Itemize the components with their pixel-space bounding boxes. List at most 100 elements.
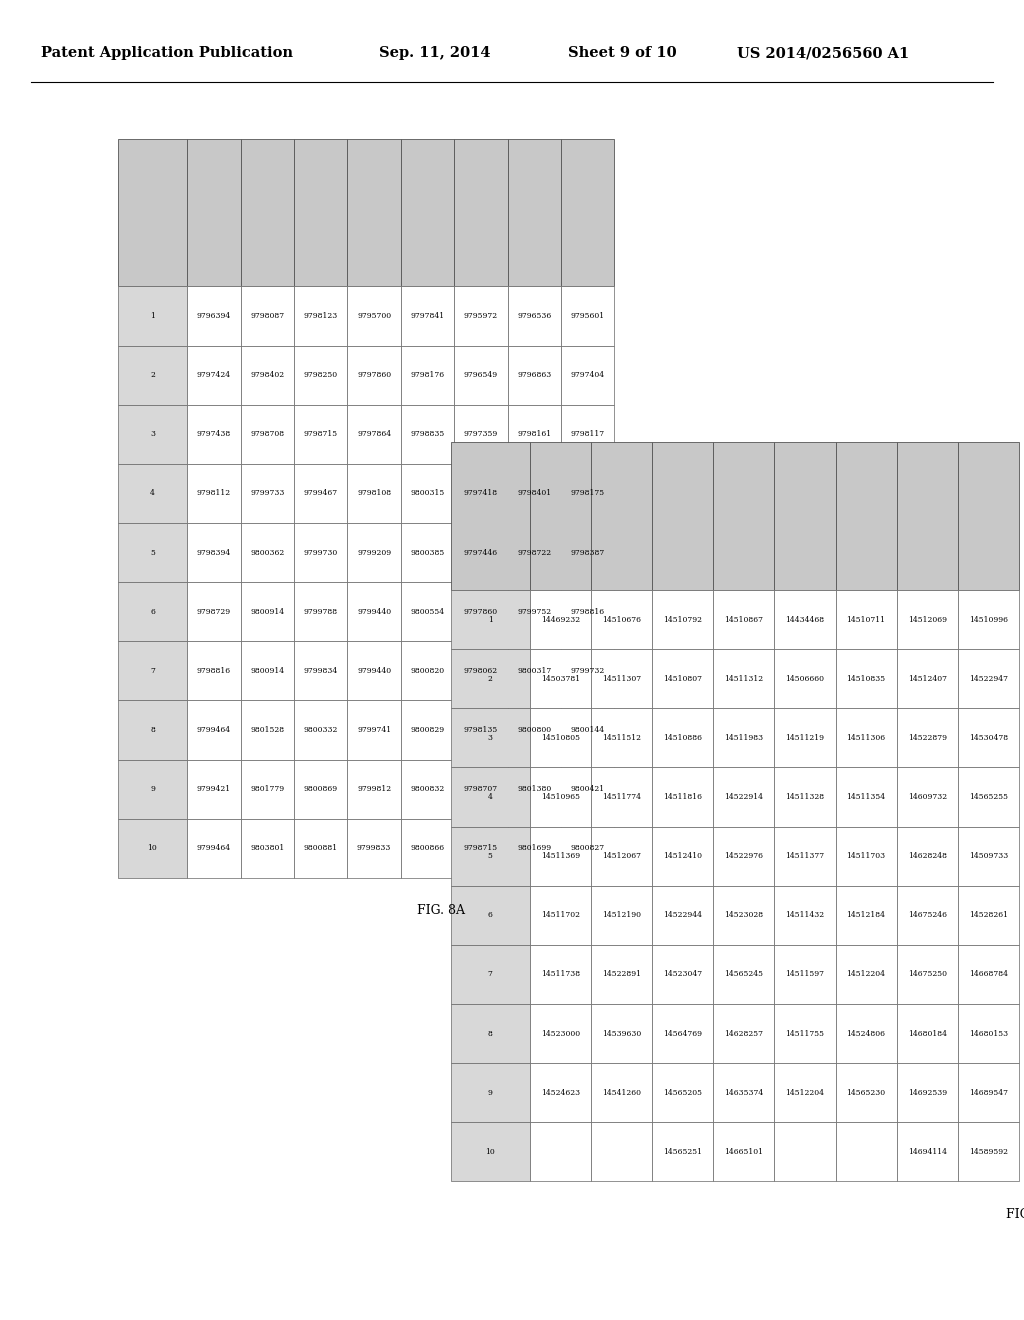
Text: 9795972: 9795972 [464,312,498,319]
Text: 9797359: 9797359 [464,430,498,438]
Text: 9798729: 9798729 [197,607,231,615]
Text: 9798708: 9798708 [250,430,285,438]
Text: 14511306: 14511306 [847,734,886,742]
Text: 14635374: 14635374 [724,1089,764,1097]
Text: 14510807: 14510807 [664,675,702,682]
Text: 9800554: 9800554 [411,607,444,615]
Text: 14628257: 14628257 [724,1030,763,1038]
Text: 14675246: 14675246 [907,911,947,919]
Text: 14510805: 14510805 [541,734,580,742]
Text: 7: 7 [487,970,493,978]
Text: 14589592: 14589592 [969,1148,1008,1156]
Text: 9799834: 9799834 [303,667,338,675]
Text: 9803801: 9803801 [250,845,285,853]
Text: 14541260: 14541260 [602,1089,641,1097]
Text: Sample
5
Euploid: Sample 5 Euploid [792,502,819,531]
Text: 14565245: 14565245 [724,970,763,978]
Text: 14511369: 14511369 [541,853,581,861]
Text: 1: 1 [487,615,493,623]
Text: 9798250: 9798250 [304,371,338,379]
Text: 9798108: 9798108 [357,490,391,498]
Text: 14511432: 14511432 [785,911,824,919]
Text: 9800315: 9800315 [411,490,444,498]
Text: 9801699: 9801699 [517,845,551,853]
Text: FIG. 8A: FIG. 8A [417,904,465,917]
Text: Sheet 9 of 10: Sheet 9 of 10 [568,46,677,61]
Text: 14565230: 14565230 [847,1089,886,1097]
Text: 9799833: 9799833 [357,845,391,853]
Text: 14522891: 14522891 [602,970,641,978]
Text: 9800332: 9800332 [303,726,338,734]
Text: 9795700: 9795700 [357,312,391,319]
Text: 14680184: 14680184 [907,1030,947,1038]
Text: 14511597: 14511597 [785,970,824,978]
Text: 14665101: 14665101 [724,1148,763,1156]
Text: 9798112: 9798112 [197,490,231,498]
Text: 9798722: 9798722 [517,549,551,557]
Text: Sample
6
Euploid: Sample 6 Euploid [852,502,880,531]
Text: 9800820: 9800820 [411,667,444,675]
Text: 9798062: 9798062 [464,667,498,675]
Text: tag order: tag order [134,238,170,246]
Text: 9796536: 9796536 [517,312,551,319]
Text: 9799467: 9799467 [304,490,338,498]
Text: 9799788: 9799788 [304,607,338,615]
Text: 9798394: 9798394 [197,549,231,557]
Text: 9799440: 9799440 [357,607,391,615]
Text: 9797841: 9797841 [411,312,444,319]
Text: 14565205: 14565205 [664,1089,702,1097]
Text: 2: 2 [151,371,155,379]
Text: 9798715: 9798715 [464,845,498,853]
Text: 9798175: 9798175 [570,490,605,498]
Text: 14510792: 14510792 [664,615,702,623]
Text: 9798161: 9798161 [517,430,551,438]
Text: 9800362: 9800362 [250,549,285,557]
Text: 14522947: 14522947 [969,675,1008,682]
Text: 14539630: 14539630 [602,1030,641,1038]
Text: 14689547: 14689547 [969,1089,1008,1097]
Text: 3: 3 [487,734,493,742]
Text: 14511377: 14511377 [785,853,824,861]
Text: 3: 3 [150,430,155,438]
Text: 1: 1 [151,312,155,319]
Text: 9800385: 9800385 [411,549,444,557]
Text: 14503781: 14503781 [541,675,581,682]
Text: 8: 8 [151,726,155,734]
Text: Sample
2
T21: Sample 2 T21 [608,502,636,531]
Text: 14469232: 14469232 [541,615,581,623]
Text: Sample
3
T21: Sample 3 T21 [307,198,335,227]
Text: 9800800: 9800800 [517,726,551,734]
Text: 14564769: 14564769 [664,1030,702,1038]
Text: 4: 4 [151,490,155,498]
Text: 9798715: 9798715 [304,430,338,438]
Text: 14510886: 14510886 [664,734,702,742]
Text: 14510996: 14510996 [969,615,1008,623]
Text: 9800869: 9800869 [304,785,338,793]
Text: 9797404: 9797404 [570,371,605,379]
Text: 9799730: 9799730 [303,549,338,557]
Text: 4: 4 [487,793,493,801]
Text: 5: 5 [487,853,493,861]
Text: 14530478: 14530478 [969,734,1008,742]
Text: 14510711: 14510711 [847,615,886,623]
Text: Sequenced: Sequenced [131,186,174,194]
Text: 14510867: 14510867 [724,615,763,623]
Text: 9799421: 9799421 [197,785,231,793]
Text: 14511512: 14511512 [602,734,641,742]
Text: 9798835: 9798835 [411,430,444,438]
Text: 9800914: 9800914 [250,667,285,675]
Text: 9801779: 9801779 [250,785,285,793]
Text: 8: 8 [487,1030,493,1038]
Text: 9799732: 9799732 [570,667,605,675]
Text: 14511312: 14511312 [724,675,764,682]
Text: 14506660: 14506660 [785,675,824,682]
Text: 14680153: 14680153 [969,1030,1008,1038]
Text: 14511328: 14511328 [785,793,824,801]
Text: 14694114: 14694114 [907,1148,947,1156]
Text: 14512069: 14512069 [907,615,947,623]
Text: Sample
7
Euploid: Sample 7 Euploid [520,198,548,227]
Text: 14511703: 14511703 [847,853,886,861]
Text: 14512184: 14512184 [847,911,886,919]
Text: 9799812: 9799812 [357,785,391,793]
Text: 9800881: 9800881 [304,845,338,853]
